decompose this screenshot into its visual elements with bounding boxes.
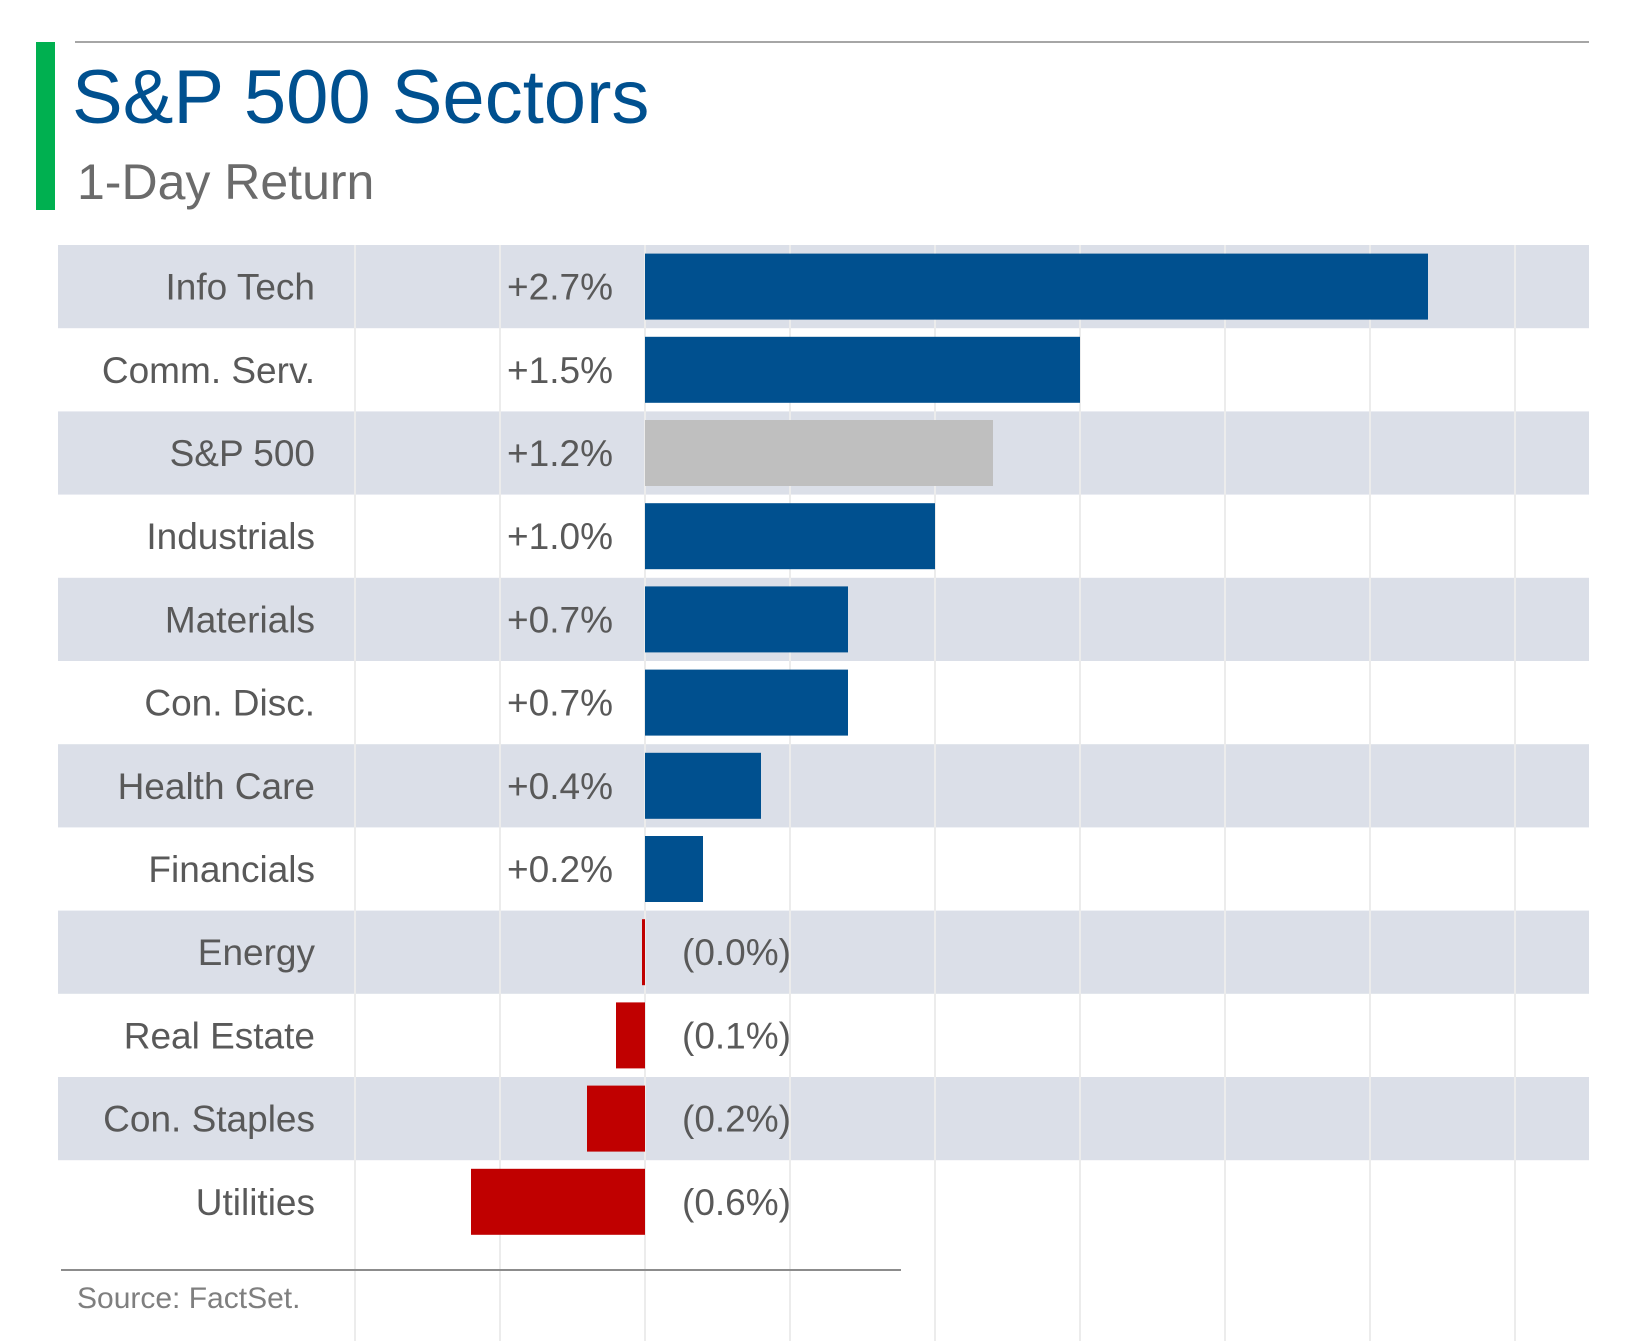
bar (645, 503, 935, 570)
bar (645, 669, 848, 736)
source-rule (61, 1269, 901, 1271)
category-label: Financials (148, 849, 315, 890)
value-label: (0.1%) (682, 1015, 791, 1056)
value-label: +1.2% (507, 433, 613, 474)
source-note: Source: FactSet. (77, 1282, 301, 1315)
value-label: +0.7% (507, 599, 613, 640)
value-label: +0.7% (507, 683, 613, 724)
bar (645, 420, 993, 486)
category-label: Con. Disc. (144, 683, 315, 724)
bar (645, 836, 703, 902)
row-band (58, 910, 1589, 994)
value-label: +2.7% (507, 267, 613, 308)
row-band (58, 744, 1589, 828)
bar (471, 1168, 645, 1235)
bar (642, 919, 645, 986)
row-band (58, 1077, 1589, 1161)
category-label: Comm. Serv. (102, 350, 315, 391)
category-label: Materials (165, 599, 315, 640)
chart-subtitle: 1-Day Return (77, 154, 375, 210)
category-label: Utilities (196, 1182, 315, 1223)
bar (645, 336, 1080, 403)
category-label: Info Tech (166, 267, 315, 308)
category-label: Con. Staples (103, 1099, 315, 1140)
chart-title: S&P 500 Sectors (72, 55, 650, 140)
value-label: +1.5% (507, 350, 613, 391)
category-label: Industrials (146, 516, 315, 557)
bar (616, 1002, 645, 1069)
category-label: S&P 500 (170, 433, 315, 474)
category-label: Real Estate (124, 1015, 315, 1056)
bar (645, 253, 1428, 320)
title-accent-bar (36, 42, 55, 210)
value-label: (0.2%) (682, 1099, 791, 1140)
value-label: +0.4% (507, 766, 613, 807)
bar (645, 586, 848, 653)
category-label: Energy (198, 932, 316, 973)
value-label: (0.0%) (682, 932, 791, 973)
value-label: +0.2% (507, 849, 613, 890)
header-rule (75, 41, 1589, 43)
bar (645, 752, 761, 819)
value-label: (0.6%) (682, 1182, 791, 1223)
value-label: +1.0% (507, 516, 613, 557)
category-label: Health Care (118, 766, 315, 807)
bar (587, 1085, 645, 1152)
